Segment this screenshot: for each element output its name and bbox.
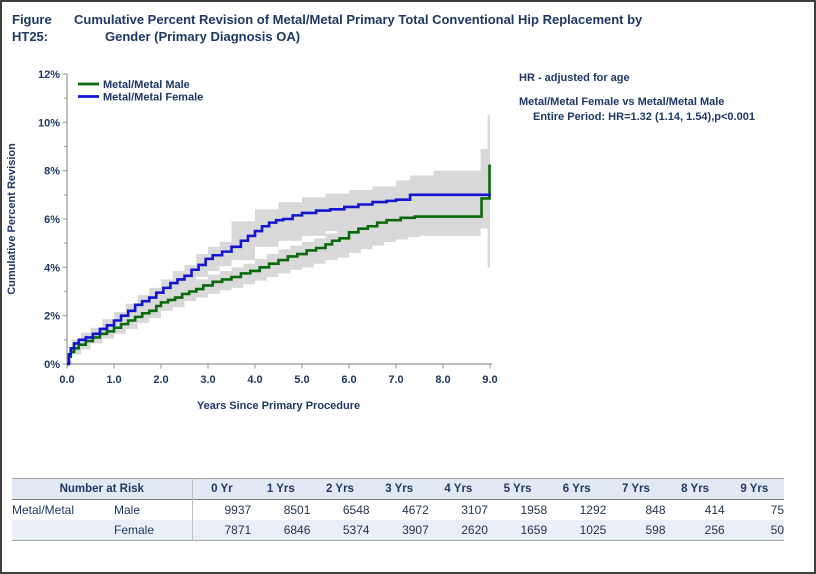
x-tick-label: 0.0 — [59, 374, 74, 386]
figure-title-text: Cumulative Percent Revision of Metal/Met… — [74, 11, 642, 45]
x-tick-label: 1.0 — [106, 374, 121, 386]
hr-adjusted-note: HR - adjusted for age — [519, 72, 630, 84]
figure-title-line1: Cumulative Percent Revision of Metal/Met… — [74, 12, 643, 27]
hazard-ratio-annotation: HR - adjusted for age Metal/Metal Female… — [519, 71, 755, 125]
male-3yr: 4672 — [402, 503, 429, 517]
col-header-3yr: 3 Yrs — [385, 483, 414, 495]
risk-table-title: Number at Risk — [59, 483, 144, 495]
cumulative-percent-revision-chart: 0% 2% 4% 6% 8% 10% 12% 0.0 1.0 2.0 3.0 4.0 5.0 6.0 7.0… — [6, 69, 498, 412]
series-line-female — [67, 193, 491, 366]
col-header-1yr: 1 Yrs — [266, 483, 295, 495]
x-tick-label: 6.0 — [341, 374, 356, 386]
male-0yr: 9937 — [191, 499, 252, 520]
hr-comparison-label: Metal/Metal Female vs Metal/Metal Male — [519, 96, 725, 108]
female-2yr: 5374 — [342, 523, 370, 537]
ci-band-female — [67, 170, 490, 364]
male-8yr: 414 — [704, 503, 725, 517]
x-tick-label: 7.0 — [388, 374, 403, 386]
col-header-4yr: 4 Yrs — [444, 483, 473, 495]
col-header-7yr: 7 Yrs — [621, 483, 650, 495]
figure-title: Figure HT25: Cumulative Percent Revision… — [12, 11, 642, 45]
male-7yr: 848 — [645, 503, 666, 517]
legend-label-female: Metal/Metal Female — [103, 92, 203, 104]
female-1yr: 6846 — [283, 523, 311, 537]
y-tick-label: 12% — [38, 69, 60, 81]
row-label-female: Female — [114, 523, 155, 537]
y-tick-label: 6% — [44, 214, 60, 226]
col-header-2yr: 2 Yrs — [326, 483, 354, 495]
x-tick-label: 2.0 — [153, 374, 168, 386]
y-tick-label: 4% — [44, 262, 60, 274]
ci-band-male — [67, 115, 490, 364]
risk-row-male: Metal/Metal Male 9937 8501 6548 4672 310… — [12, 499, 784, 520]
female-4yr: 2620 — [461, 523, 488, 537]
risk-row-female: Female 7871 6846 5374 3907 2620 1659 102… — [12, 520, 784, 541]
y-tick-label: 0% — [44, 359, 60, 371]
series-line-male — [67, 164, 491, 366]
hr-value-line: Entire Period: HR=1.32 (1.14, 1.54),p<0.… — [533, 111, 755, 123]
female-6yr: 1025 — [579, 523, 607, 537]
male-5yr: 1958 — [520, 503, 548, 517]
group-label-blank — [12, 520, 114, 541]
group-label: Metal/Metal — [12, 503, 75, 517]
figure-number: Figure HT25: — [12, 12, 52, 44]
col-header-5yr: 5 Yrs — [503, 483, 532, 495]
x-tick-label: 4.0 — [247, 374, 262, 386]
x-tick-label: 8.0 — [435, 374, 450, 386]
x-tick-label: 5.0 — [294, 374, 309, 386]
female-5yr: 1659 — [520, 523, 548, 537]
female-0yr: 7871 — [191, 520, 252, 541]
annotation-spacer — [519, 86, 755, 95]
number-at-risk-table: Number at Risk 0 Yr 1 Yrs 2 Yrs 3 Yrs 4 … — [12, 478, 784, 541]
x-axis-title: Years Since Primary Procedure — [197, 400, 360, 412]
male-1yr: 8501 — [283, 503, 311, 517]
x-tick-label: 3.0 — [200, 374, 215, 386]
female-9yr: 50 — [770, 523, 784, 537]
row-label-male: Male — [114, 503, 141, 517]
male-6yr: 1292 — [579, 503, 607, 517]
male-2yr: 6548 — [342, 503, 370, 517]
col-header-0yr: 0 Yr — [191, 478, 252, 500]
y-tick-label: 2% — [44, 311, 60, 323]
risk-table-header-row: Number at Risk 0 Yr 1 Yrs 2 Yrs 3 Yrs 4 … — [12, 478, 784, 500]
col-header-6yr: 6 Yrs — [562, 483, 591, 495]
y-tick-label: 8% — [44, 166, 60, 178]
male-4yr: 3107 — [461, 503, 488, 517]
male-9yr: 75 — [770, 503, 784, 517]
x-tick-label: 9.0 — [482, 374, 497, 386]
col-header-9yr: 9 Yrs — [740, 483, 769, 495]
female-7yr: 598 — [645, 523, 666, 537]
female-3yr: 3907 — [402, 523, 429, 537]
col-header-8yr: 8 Yrs — [681, 483, 710, 495]
y-axis-title: Cumulative Percent Revision — [6, 143, 18, 295]
legend-label-male: Metal/Metal Male — [103, 79, 190, 91]
figure-title-line2: Gender (Primary Diagnosis OA) — [105, 29, 301, 44]
y-tick-label: 10% — [38, 117, 60, 129]
female-8yr: 256 — [704, 523, 725, 537]
